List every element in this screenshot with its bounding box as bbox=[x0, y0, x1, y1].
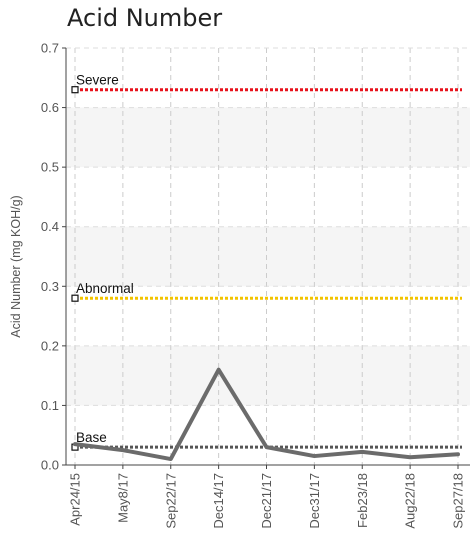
x-tick-labels: Apr24/15 May8/17 Sep22/17 Dec14/17 Dec21/17 D… bbox=[68, 465, 466, 529]
data-point bbox=[312, 454, 316, 458]
y-tick-label: 0.5 bbox=[41, 160, 59, 175]
x-tick-label: Dec31/17 bbox=[307, 473, 322, 529]
threshold-label: Abnormal bbox=[76, 281, 134, 296]
horizontal-gridlines bbox=[66, 47, 470, 406]
x-tick-label: Dec21/17 bbox=[259, 473, 274, 529]
chart-title: Acid Number bbox=[67, 4, 223, 32]
vertical-gridlines bbox=[74, 48, 459, 465]
threshold-lines: Severe Abnormal Base bbox=[71, 73, 462, 451]
y-tick-label: 0.7 bbox=[41, 41, 59, 56]
y-tick-label: 0.1 bbox=[41, 398, 59, 413]
y-axis-label: Acid Number (mg KOH/g) bbox=[9, 195, 23, 337]
data-series bbox=[73, 367, 460, 462]
x-tick-label: Aug22/18 bbox=[403, 473, 418, 529]
data-point bbox=[360, 450, 364, 454]
data-point bbox=[73, 442, 77, 446]
y-tick-label: 0.4 bbox=[41, 219, 59, 234]
data-point bbox=[217, 368, 221, 372]
background-band bbox=[66, 345, 470, 406]
data-point bbox=[456, 452, 460, 456]
x-tick-label: Dec14/17 bbox=[211, 473, 226, 529]
y-tick-label: 0.2 bbox=[41, 338, 59, 353]
x-tick-label: Apr24/15 bbox=[68, 473, 83, 526]
x-tick-label: Feb23/18 bbox=[355, 473, 370, 528]
x-tick-label: Sep22/17 bbox=[163, 473, 178, 529]
data-point bbox=[121, 448, 125, 452]
background-bands bbox=[66, 107, 470, 406]
threshold-label: Base bbox=[76, 430, 107, 445]
background-band bbox=[66, 226, 470, 287]
threshold-marker bbox=[71, 294, 79, 302]
x-tick-label: May8/17 bbox=[115, 473, 130, 523]
y-tick-label: 0.6 bbox=[41, 100, 59, 115]
data-point bbox=[408, 455, 412, 459]
x-tick-label: Sep27/18 bbox=[451, 473, 466, 529]
y-tick-label: 0.0 bbox=[41, 458, 59, 473]
threshold-marker bbox=[71, 86, 79, 94]
threshold-label: Severe bbox=[76, 73, 119, 88]
y-tick-label: 0.3 bbox=[41, 279, 59, 294]
y-tick-labels: 0.0 0.1 0.2 0.3 0.4 0.5 0.6 0.7 bbox=[41, 41, 66, 473]
data-point bbox=[169, 457, 173, 461]
data-point bbox=[265, 445, 268, 449]
background-band bbox=[66, 107, 470, 168]
